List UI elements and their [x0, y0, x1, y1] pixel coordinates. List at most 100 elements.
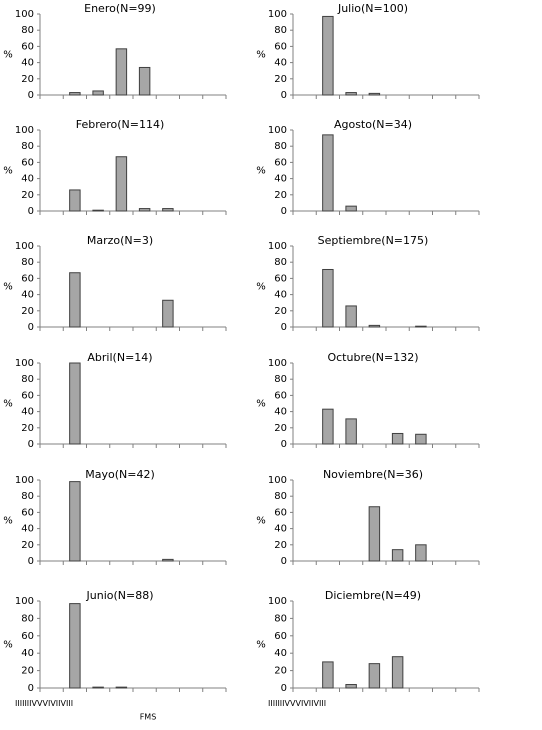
bar — [115, 48, 128, 96]
bar — [322, 661, 334, 689]
y-tick-label: 0 — [281, 206, 287, 217]
bar — [322, 15, 334, 96]
y-tick-label: 60 — [274, 631, 287, 642]
y-tick-label: 40 — [274, 290, 287, 301]
y-tick-label: 80 — [274, 491, 287, 502]
y-tick-label: 80 — [274, 141, 287, 152]
bar — [415, 433, 427, 445]
y-tick-label: 0 — [281, 90, 287, 101]
y-tick-label: 20 — [21, 74, 34, 85]
y-tick-label: 100 — [15, 475, 34, 486]
y-tick-label: 80 — [21, 374, 34, 385]
bar — [415, 325, 427, 328]
y-tick-label: 20 — [21, 306, 34, 317]
y-tick-label: 20 — [274, 190, 287, 201]
bar — [368, 506, 381, 562]
chart-title: Febrero(N=114) — [76, 118, 165, 131]
y-tick-label: 40 — [274, 407, 287, 418]
x-tick-label: VI — [295, 699, 303, 708]
panel: Septiembre(N=175)% 0 20 40 60 80 100 — [256, 234, 480, 333]
y-axis-label: % — [3, 516, 13, 527]
y-tick-label: 100 — [15, 9, 34, 20]
y-tick-label: 40 — [274, 174, 287, 185]
chart-title: Julio(N=100) — [337, 2, 408, 15]
y-tick-label: 100 — [15, 358, 34, 369]
panel: Mayo(N=42)% 0 20 40 60 80 100 — [3, 468, 227, 567]
chart-title: Mayo(N=42) — [85, 468, 155, 481]
bar — [92, 686, 104, 689]
panel: Agosto(N=34)% 0 20 40 60 80 100 — [256, 118, 480, 217]
y-axis-label: % — [256, 166, 266, 177]
chart-title: Junio(N=88) — [86, 589, 154, 602]
y-tick-label: 40 — [21, 174, 34, 185]
y-tick-label: 40 — [21, 290, 34, 301]
y-tick-label: 60 — [21, 273, 34, 284]
panel: Diciembre(N=49)%020406080100IIIIIIIVVVIV… — [256, 589, 480, 708]
bar — [138, 66, 151, 96]
y-tick-label: 0 — [281, 439, 287, 450]
panel: Octubre(N=132)% 0 20 40 60 80 100 — [256, 351, 480, 450]
y-tick-label: 0 — [28, 683, 34, 694]
y-tick-label: 100 — [268, 358, 287, 369]
bar — [345, 418, 357, 445]
y-axis-label: % — [256, 640, 266, 651]
x-tick-label: III — [275, 699, 282, 708]
bar — [322, 268, 334, 328]
bar — [322, 408, 334, 445]
y-tick-label: 20 — [274, 666, 287, 677]
x-tick-label: VIII — [61, 699, 74, 708]
x-tick-label: I — [15, 699, 17, 708]
bar — [69, 481, 81, 562]
y-tick-label: 0 — [28, 556, 34, 567]
bar — [69, 362, 81, 445]
y-tick-label: 80 — [21, 141, 34, 152]
bar — [345, 305, 357, 328]
y-tick-label: 100 — [268, 475, 287, 486]
y-tick-label: 20 — [21, 190, 34, 201]
bar — [345, 684, 357, 689]
y-axis-label: % — [3, 282, 13, 293]
panel: Marzo(N=3)% 0 20 40 60 80 100 — [3, 234, 227, 333]
x-tick-label: II — [270, 699, 275, 708]
y-tick-label: 60 — [21, 390, 34, 401]
x-tick-label: V — [37, 699, 43, 708]
x-tick-label: VII — [50, 699, 60, 708]
y-axis-label: % — [256, 50, 266, 61]
x-tick-label: VIII — [314, 699, 327, 708]
x-tick-labels: IIIIIIIVVVIVIIVIII — [15, 699, 73, 708]
y-tick-label: 40 — [21, 524, 34, 535]
panel: Febrero(N=114)% 0 20 40 60 80 100 — [3, 118, 227, 217]
y-tick-label: 0 — [28, 90, 34, 101]
y-tick-label: 20 — [274, 74, 287, 85]
bar — [69, 603, 81, 689]
x-tick-label: VII — [303, 699, 313, 708]
x-tick-label: VI — [42, 699, 50, 708]
y-tick-label: 0 — [281, 322, 287, 333]
y-tick-label: 100 — [15, 241, 34, 252]
y-tick-label: 60 — [274, 390, 287, 401]
y-tick-label: 20 — [274, 423, 287, 434]
y-axis-label: % — [3, 166, 13, 177]
y-tick-label: 40 — [274, 58, 287, 69]
bar — [345, 92, 357, 96]
y-tick-label: 0 — [28, 206, 34, 217]
y-tick-label: 80 — [274, 257, 287, 268]
bar — [92, 209, 104, 212]
bar — [162, 299, 174, 328]
y-axis-label: % — [3, 50, 13, 61]
panel: Noviembre(N=36)% 0 20 40 60 80 100 — [256, 468, 480, 567]
y-tick-label: 80 — [21, 25, 34, 36]
bar — [92, 90, 104, 96]
bar — [115, 686, 128, 689]
y-tick-label: 100 — [268, 596, 287, 607]
x-tick-label: IV — [29, 699, 37, 708]
y-tick-label: 100 — [268, 9, 287, 20]
y-tick-label: 80 — [274, 613, 287, 624]
y-tick-label: 80 — [21, 491, 34, 502]
y-tick-label: 0 — [28, 322, 34, 333]
bar — [345, 205, 357, 212]
y-tick-label: 100 — [15, 125, 34, 136]
x-tick-labels: IIIIIIIVVVIVIIVIII — [268, 699, 326, 708]
y-axis-label: % — [256, 282, 266, 293]
